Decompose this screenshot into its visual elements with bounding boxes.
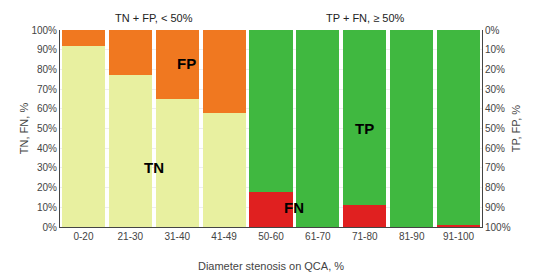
svg-text:TP + FN, ≥ 50%: TP + FN, ≥ 50% [326,12,404,24]
svg-text:30%: 30% [37,162,57,173]
svg-text:50-60: 50-60 [258,231,284,242]
svg-text:0-20: 0-20 [73,231,93,242]
svg-text:TP: TP [355,120,374,137]
svg-text:20%: 20% [485,64,505,75]
svg-text:91-100: 91-100 [443,231,475,242]
svg-text:TN + FP, < 50%: TN + FP, < 50% [115,12,193,24]
svg-text:70%: 70% [37,84,57,95]
svg-text:TN: TN [144,159,164,176]
svg-text:60%: 60% [37,103,57,114]
svg-text:50%: 50% [37,123,57,134]
svg-text:50%: 50% [485,123,505,134]
svg-text:100%: 100% [485,222,511,233]
svg-text:10%: 10% [485,44,505,55]
svg-text:61-70: 61-70 [305,231,331,242]
svg-text:40%: 40% [485,103,505,114]
svg-text:41-49: 41-49 [211,231,237,242]
svg-text:81-90: 81-90 [399,231,425,242]
svg-text:FP: FP [177,55,196,72]
svg-text:TN, FN, %: TN, FN, % [18,103,30,155]
svg-text:90%: 90% [485,202,505,213]
svg-text:0%: 0% [43,222,58,233]
svg-text:30%: 30% [485,84,505,95]
svg-text:20%: 20% [37,182,57,193]
svg-text:31-40: 31-40 [164,231,190,242]
svg-text:10%: 10% [37,202,57,213]
svg-text:Diameter stenosis on QCA, %: Diameter stenosis on QCA, % [198,260,344,272]
svg-text:71-80: 71-80 [352,231,378,242]
svg-text:90%: 90% [37,44,57,55]
svg-text:FN: FN [284,199,304,216]
svg-text:0%: 0% [485,25,500,36]
svg-text:70%: 70% [485,162,505,173]
svg-text:100%: 100% [31,25,57,36]
svg-text:40%: 40% [37,143,57,154]
svg-text:TP, FP, %: TP, FP, % [510,105,522,153]
svg-text:80%: 80% [485,182,505,193]
svg-text:60%: 60% [485,143,505,154]
svg-text:80%: 80% [37,64,57,75]
svg-text:21-30: 21-30 [118,231,144,242]
